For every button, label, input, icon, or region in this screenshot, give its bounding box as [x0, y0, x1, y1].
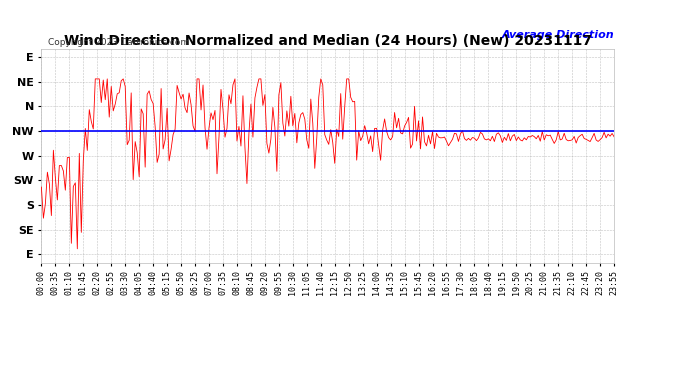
Text: Copyright 2023 Cartronics.com: Copyright 2023 Cartronics.com	[48, 38, 190, 47]
Title: Wind Direction Normalized and Median (24 Hours) (New) 20231117: Wind Direction Normalized and Median (24…	[63, 34, 592, 48]
Text: Average Direction: Average Direction	[502, 30, 614, 39]
